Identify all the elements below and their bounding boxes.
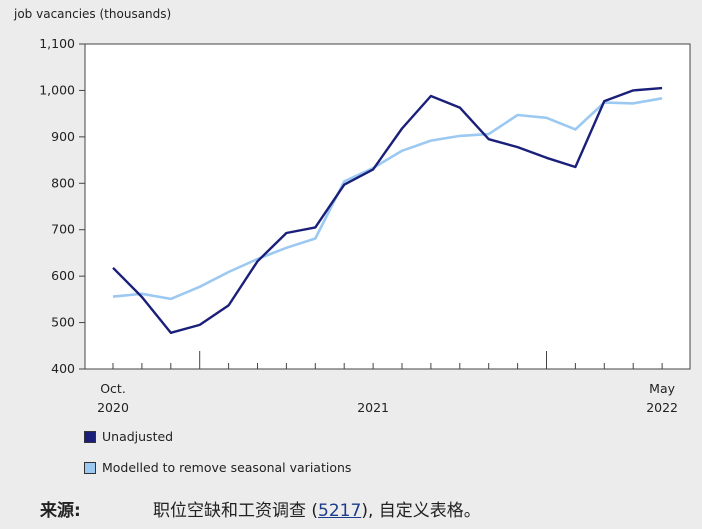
x-tick-label-year: 2021 xyxy=(357,400,389,415)
legend-item-unadjusted: Unadjusted xyxy=(84,429,173,444)
x-tick-label-month: Oct. xyxy=(100,381,126,396)
series-line-unadjusted xyxy=(112,86,663,334)
y-tick-label: 400 xyxy=(51,361,75,376)
y-axis: 400 500 600 700 800 900 1,000 1,100 xyxy=(39,36,85,376)
source-text-before: 职位空缺和工资调查 ( xyxy=(153,501,319,521)
x-axis: Oct. 2020 2021 May 2022 xyxy=(97,351,678,415)
y-tick-label: 600 xyxy=(51,268,75,283)
x-tick-label-year: 2022 xyxy=(646,400,678,415)
legend-label-seasonally-adjusted: Modelled to remove seasonal variations xyxy=(102,460,352,475)
source-label: 来源: xyxy=(40,501,81,521)
source-text-after: ), 自定义表格。 xyxy=(361,501,481,521)
y-tick-label: 1,100 xyxy=(39,36,75,51)
legend-label-unadjusted: Unadjusted xyxy=(102,429,174,444)
y-tick-label: 900 xyxy=(51,129,75,144)
series-line-seasonally-adjusted xyxy=(112,97,663,301)
legend-swatch-seasonally-adjusted xyxy=(84,461,96,474)
source-note: 来源: 职位空缺和工资调查 (5217), 自定义表格。 xyxy=(40,496,481,521)
legend-swatch-unadjusted xyxy=(84,430,96,443)
y-tick-label: 700 xyxy=(51,222,75,237)
x-tick-label-year: 2020 xyxy=(97,400,129,415)
source-text: 职位空缺和工资调查 (5217), 自定义表格。 xyxy=(153,496,481,521)
y-axis-title: job vacancies (thousands) xyxy=(13,7,171,21)
x-tick-label-month: May xyxy=(649,381,675,396)
y-tick-label: 800 xyxy=(51,175,75,190)
y-tick-label: 1,000 xyxy=(39,82,75,97)
y-tick-label: 500 xyxy=(51,315,75,330)
source-link[interactable]: 5217 xyxy=(318,501,362,521)
chart: job vacancies (thousands) 400 500 600 700 80… xyxy=(13,7,691,415)
series-lines xyxy=(112,86,663,334)
legend-item-seasonally-adjusted: Modelled to remove seasonal variations xyxy=(84,460,351,475)
plot-area xyxy=(84,43,691,370)
